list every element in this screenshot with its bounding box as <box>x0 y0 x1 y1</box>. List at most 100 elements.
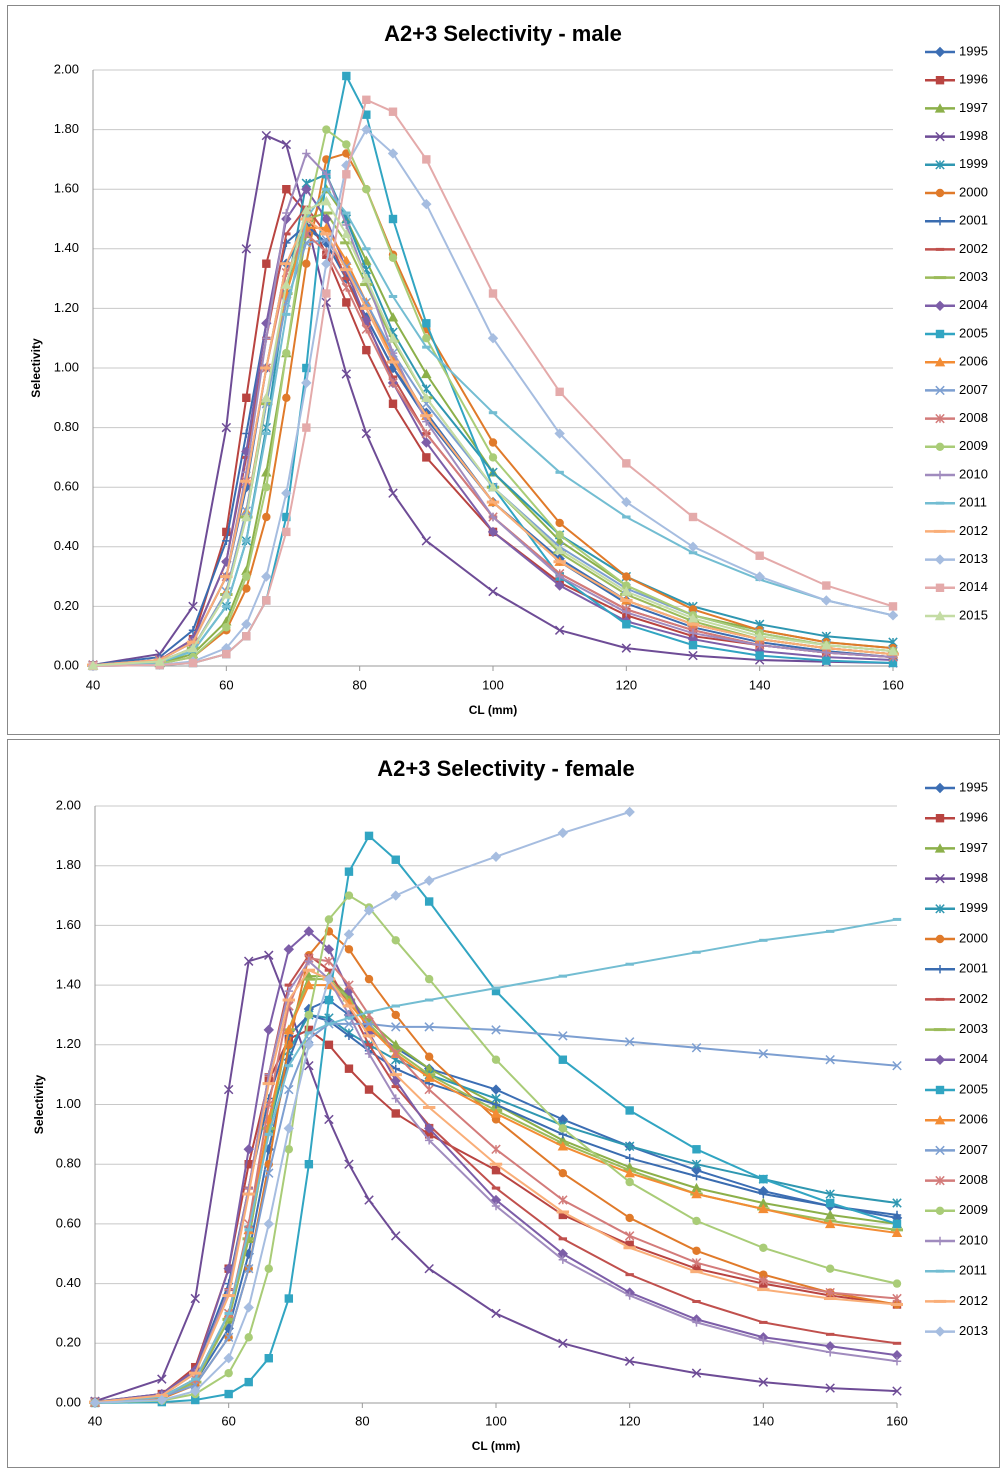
marker <box>284 1064 294 1068</box>
marker <box>241 511 252 522</box>
legend-item: 2002 <box>925 241 988 256</box>
marker <box>224 1311 233 1315</box>
legend-label: 2009 <box>959 1202 988 1217</box>
marker <box>364 1043 374 1047</box>
marker <box>262 483 271 492</box>
marker <box>934 103 946 113</box>
marker <box>422 345 431 349</box>
legend-label: 1996 <box>959 810 988 825</box>
marker <box>223 1084 234 1095</box>
marker <box>388 375 398 379</box>
legend-label: 2015 <box>959 607 988 622</box>
marker <box>242 455 251 459</box>
y-tick-label: 1.20 <box>54 300 79 315</box>
marker <box>191 1377 200 1381</box>
marker <box>688 629 698 638</box>
marker <box>362 95 371 104</box>
y-tick-label: 0.80 <box>54 419 79 434</box>
marker <box>157 1374 167 1384</box>
marker <box>692 1171 701 1181</box>
x-tick-label: 120 <box>619 1413 641 1428</box>
chart-title: A2+3 Selectivity - female <box>377 756 634 781</box>
marker <box>935 76 945 85</box>
marker <box>692 1246 701 1255</box>
marker <box>892 1386 902 1396</box>
marker <box>424 1022 434 1032</box>
legend-item: 2006 <box>925 354 988 369</box>
marker <box>283 1024 295 1035</box>
marker <box>759 1174 768 1184</box>
marker <box>302 363 311 373</box>
marker <box>491 1201 501 1211</box>
marker <box>621 586 632 596</box>
legend-item: 2005 <box>925 325 988 340</box>
marker <box>622 572 631 581</box>
marker <box>692 1264 701 1273</box>
marker <box>186 640 200 644</box>
marker <box>622 459 631 468</box>
marker <box>892 917 902 921</box>
marker <box>424 974 434 984</box>
marker <box>302 259 311 268</box>
legend-label: 1998 <box>959 128 988 143</box>
series <box>89 806 635 1408</box>
marker <box>364 1049 374 1058</box>
y-tick-label: 0.20 <box>54 598 79 613</box>
marker <box>933 1028 947 1032</box>
marker <box>261 571 272 582</box>
legend-item: 2008 <box>925 410 988 425</box>
marker <box>822 656 831 665</box>
marker <box>691 1043 702 1053</box>
marker <box>690 1270 703 1274</box>
marker <box>281 139 292 150</box>
marker <box>224 1389 233 1399</box>
legend-item: 2004 <box>925 297 988 312</box>
marker <box>824 1341 836 1352</box>
marker <box>691 1159 702 1169</box>
marker <box>825 1348 835 1357</box>
legend-item: 1998 <box>925 870 988 885</box>
marker <box>222 604 231 608</box>
marker <box>688 512 698 522</box>
marker <box>754 571 765 582</box>
y-tick-label: 0.60 <box>56 1215 81 1230</box>
marker <box>825 1383 835 1393</box>
marker <box>935 814 945 823</box>
y-tick-label: 0.60 <box>54 479 79 494</box>
marker <box>487 526 499 538</box>
marker <box>301 184 312 195</box>
marker <box>344 891 354 900</box>
legend-item: 1997 <box>925 100 988 115</box>
marker <box>934 610 946 621</box>
legend-item: 1998 <box>925 128 988 143</box>
legend-label: 2013 <box>959 1323 988 1338</box>
marker <box>340 241 353 245</box>
marker <box>221 589 232 599</box>
series-line <box>94 930 898 1404</box>
marker <box>621 496 632 508</box>
series-line <box>94 1022 898 1404</box>
marker <box>344 945 354 954</box>
marker <box>824 1209 836 1220</box>
marker <box>758 1197 769 1208</box>
marker <box>221 422 232 433</box>
marker <box>324 995 334 1005</box>
marker <box>341 282 352 293</box>
marker <box>554 625 565 635</box>
marker <box>364 1085 374 1094</box>
marker <box>242 468 251 477</box>
marker <box>934 1115 946 1125</box>
marker <box>242 393 251 402</box>
marker <box>360 283 373 287</box>
marker <box>242 572 251 581</box>
marker <box>264 1354 273 1363</box>
x-tick-label: 140 <box>752 1413 774 1428</box>
marker <box>622 620 631 629</box>
marker <box>282 998 296 1002</box>
marker <box>303 1039 315 1050</box>
marker <box>622 581 631 590</box>
marker <box>304 1060 314 1071</box>
marker <box>321 297 332 308</box>
legend-item: 1999 <box>925 156 988 171</box>
marker <box>933 529 947 533</box>
